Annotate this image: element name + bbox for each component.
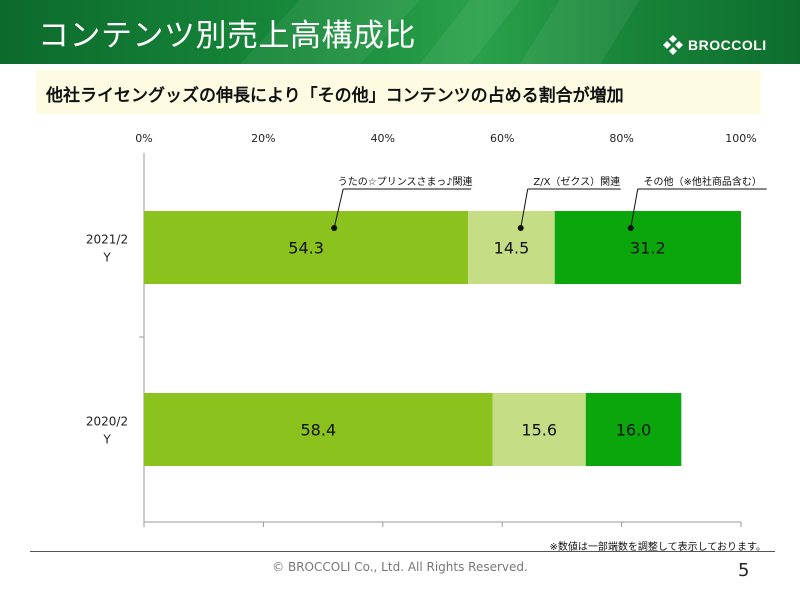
data-label: 58.4: [301, 421, 337, 440]
data-label: 15.6: [521, 421, 557, 440]
subtitle-box: 他社ライセングッズの伸長により「その他」コンテンツの占める割合が増加: [36, 70, 761, 114]
bar-segment: [492, 393, 586, 466]
x-tick-label: 100%: [725, 132, 756, 145]
series-name: その他（※他社商品含む）: [644, 175, 762, 188]
data-label: 16.0: [616, 421, 652, 440]
category-label: Y: [102, 433, 111, 447]
broccoli-logo: BROCCOLI: [662, 34, 767, 56]
broccoli-logo-icon: [663, 35, 683, 55]
bar-segment: [585, 393, 682, 466]
category-label: Y: [102, 251, 111, 265]
page-number: 5: [738, 560, 750, 581]
copyright: © BROCCOLI Co., Ltd. All Rights Reserved…: [272, 560, 528, 574]
x-tick-label: 80%: [609, 132, 633, 145]
x-tick-label: 0%: [135, 132, 152, 145]
series-callouts: うたの☆プリンスさまっ♪関連 Z/X（ゼクス）関連 その他（※他社商品含む）: [331, 175, 767, 231]
callout-leader: [630, 188, 639, 229]
series-name: Z/X（ゼクス）関連: [533, 175, 620, 188]
series-name: うたの☆プリンスさまっ♪関連: [338, 175, 473, 188]
footnote: ※数値は一部端数を調整して表示しております。: [549, 542, 766, 553]
x-tick-label: 20%: [251, 132, 275, 145]
chart-axes: [139, 153, 742, 527]
bar-segment: [144, 393, 493, 466]
category-label: 2020/2: [86, 415, 128, 429]
bar-segment: [468, 211, 555, 284]
data-label: 31.2: [630, 239, 666, 258]
bar-segment: [144, 211, 469, 284]
x-tick-label: 40%: [371, 132, 395, 145]
data-label: 54.3: [288, 239, 324, 258]
callout-leader: [333, 188, 344, 229]
callout-leader: [520, 188, 529, 229]
x-tick-label: 60%: [490, 132, 514, 145]
header-banner: コンテンツ別売上高構成比 BROCCOLI: [0, 0, 800, 64]
page-title: コンテンツ別売上高構成比: [38, 18, 416, 54]
subtitle: 他社ライセングッズの伸長により「その他」コンテンツの占める割合が増加: [46, 86, 624, 106]
footer-divider: [30, 551, 775, 552]
banner-texture: [240, 0, 640, 64]
category-label: 2021/2: [86, 233, 128, 247]
category-labels: 2021/2 Y 2020/2 Y: [86, 233, 128, 447]
logo-text: BROCCOLI: [688, 37, 767, 53]
x-tick-labels: 0% 20% 40% 60% 80% 100%: [135, 132, 756, 145]
chart-bars: 54.3 14.5 31.2 58.4 15.6 16.0: [144, 211, 741, 466]
bar-segment: [554, 211, 741, 284]
data-label: 14.5: [494, 239, 530, 258]
